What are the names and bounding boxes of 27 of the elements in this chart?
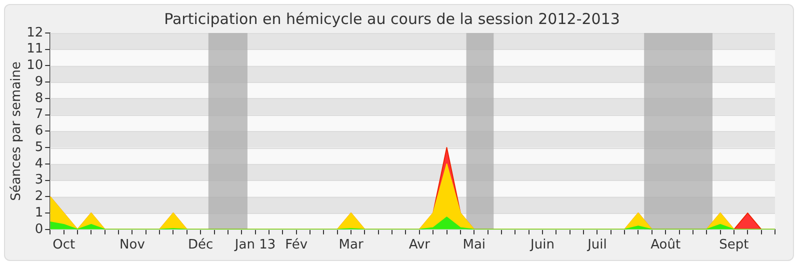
x-tick-label: Fév — [285, 238, 308, 253]
chart-title: Participation en hémicycle au cours de la session 2012-2013 — [164, 10, 620, 28]
x-tick-label: Juil — [586, 238, 607, 253]
y-tick-label: 10 — [26, 58, 44, 74]
y-tick-label: 2 — [34, 189, 44, 204]
y-axis-title: Séances par semaine — [9, 61, 24, 201]
y-tick-label: 9 — [34, 74, 44, 90]
y-tick-label: 6 — [34, 124, 44, 139]
x-tick-label: Mai — [462, 238, 486, 253]
x-tick-label: Oct — [52, 238, 76, 253]
x-tick-label: Jan 13 — [234, 238, 276, 253]
x-tick-label: Août — [650, 238, 681, 253]
x-tick-label: Nov — [120, 238, 146, 253]
x-tick-label: Juin — [530, 238, 554, 253]
y-tick-label: 11 — [26, 42, 44, 57]
x-tick-label: Sept — [719, 238, 749, 253]
x-tick-label: Déc — [188, 238, 214, 253]
x-tick-label: Avr — [408, 238, 431, 253]
y-tick-label: 5 — [34, 140, 44, 155]
y-tick-label: 0 — [34, 222, 44, 237]
y-tick-label: 1 — [34, 205, 44, 220]
y-tick-label: 8 — [34, 90, 44, 106]
y-tick-label: 7 — [34, 107, 44, 122]
y-tick-label: 4 — [34, 156, 44, 172]
y-tick-label: 12 — [26, 25, 44, 40]
x-tick-label: Mar — [338, 238, 364, 253]
y-tick-label: 3 — [34, 172, 44, 188]
